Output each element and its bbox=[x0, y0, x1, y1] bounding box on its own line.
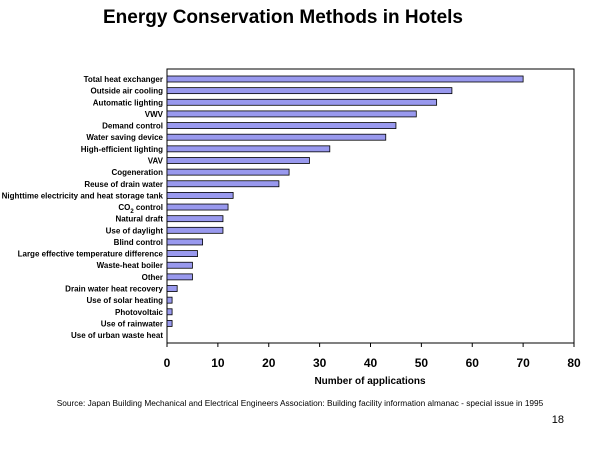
category-label-use-of-rainwater: Use of rainwater bbox=[101, 319, 163, 328]
bar-automatic-lighting bbox=[166, 98, 438, 106]
x-axis-ticks-group: 0 10 20 30 40 50 60 70 80 bbox=[164, 343, 581, 370]
category-label-waste-heat-boiler: Waste-heat boiler bbox=[97, 261, 163, 270]
category-label-drain-water-heat-recovery: Drain water heat recovery bbox=[65, 285, 163, 294]
bar-use-of-rainwater bbox=[166, 320, 173, 327]
bar-reuse-of-drain-water bbox=[166, 180, 280, 188]
category-label-use-of-daylight: Use of daylight bbox=[106, 226, 164, 235]
x-tick-label-10: 10 bbox=[211, 356, 225, 370]
chart-title: Energy Conservation Methods in Hotels bbox=[103, 7, 463, 28]
bar-cogeneration bbox=[166, 168, 290, 176]
category-label-use-of-solar-heating: Use of solar heating bbox=[87, 296, 164, 305]
category-label-automatic-lighting: Automatic lighting bbox=[93, 98, 163, 107]
bar-other bbox=[166, 273, 193, 281]
x-tick-label-30: 30 bbox=[313, 356, 327, 370]
x-axis-title: Number of applications bbox=[314, 376, 426, 387]
page-number: 18 bbox=[551, 414, 564, 426]
bar-high-efficient-lighting bbox=[166, 145, 331, 153]
category-label-vav: VAV bbox=[148, 156, 164, 165]
x-tick-label-40: 40 bbox=[364, 356, 378, 370]
bar-use-of-solar-heating bbox=[166, 296, 173, 304]
category-label-demand-control: Demand control bbox=[102, 122, 163, 131]
x-tick-label-20: 20 bbox=[262, 356, 276, 370]
category-label-water-saving-device: Water saving device bbox=[86, 133, 163, 142]
category-label-co2-control: CO2 control bbox=[118, 203, 163, 215]
bar-co2-control bbox=[166, 203, 229, 211]
bars-group bbox=[166, 75, 524, 327]
bar-outside-air-cooling bbox=[166, 87, 453, 95]
x-tick-label-50: 50 bbox=[415, 356, 429, 370]
bar-demand-control bbox=[166, 122, 397, 129]
category-label-high-efficient-lighting: High-efficient lighting bbox=[81, 145, 163, 154]
category-label-use-of-urban-waste-heat: Use of urban waste heat bbox=[71, 331, 163, 340]
x-tick-label-0: 0 bbox=[164, 356, 171, 370]
category-labels-group: Total heat exchanger Outside air cooling A… bbox=[2, 75, 164, 340]
category-label-large-effective-temperature-difference: Large effective temperature difference bbox=[18, 250, 164, 259]
category-label-reuse-of-drain-water: Reuse of drain water bbox=[84, 180, 163, 189]
bar-total-heat-exchanger bbox=[166, 75, 524, 83]
bar-drain-water-heat-recovery bbox=[166, 285, 178, 292]
category-label-nighttime-electricity-and-heat-storage-tank: Nighttime electricity and heat storage t… bbox=[2, 191, 164, 200]
bar-photovoltaic bbox=[166, 308, 173, 316]
bar-blind-control bbox=[166, 238, 204, 246]
bar-waste-heat-boiler bbox=[166, 261, 193, 269]
category-label-natural-draft: Natural draft bbox=[115, 215, 163, 224]
source-note: Source: Japan Building Mechanical and El… bbox=[56, 398, 544, 408]
bar-vwv bbox=[166, 110, 417, 118]
category-label-cogeneration: Cogeneration bbox=[111, 168, 163, 177]
x-tick-label-70: 70 bbox=[516, 356, 530, 370]
category-label-total-heat-exchanger: Total heat exchanger bbox=[84, 75, 163, 84]
bar-large-effective-temperature-difference bbox=[166, 250, 198, 258]
bar-nighttime-electricity-and-heat-storage-tank bbox=[166, 191, 234, 199]
category-label-blind-control: Blind control bbox=[114, 238, 163, 247]
x-tick-label-80: 80 bbox=[567, 356, 581, 370]
bar-natural-draft bbox=[166, 215, 224, 223]
bar-use-of-daylight bbox=[166, 226, 224, 234]
category-label-photovoltaic: Photovoltaic bbox=[115, 308, 164, 317]
x-tick-label-60: 60 bbox=[466, 356, 480, 370]
category-label-outside-air-cooling: Outside air cooling bbox=[91, 87, 164, 96]
category-label-other: Other bbox=[142, 273, 163, 282]
bar-vav bbox=[166, 157, 310, 164]
category-label-vwv: VWV bbox=[145, 110, 164, 119]
bar-water-saving-device bbox=[166, 133, 387, 141]
